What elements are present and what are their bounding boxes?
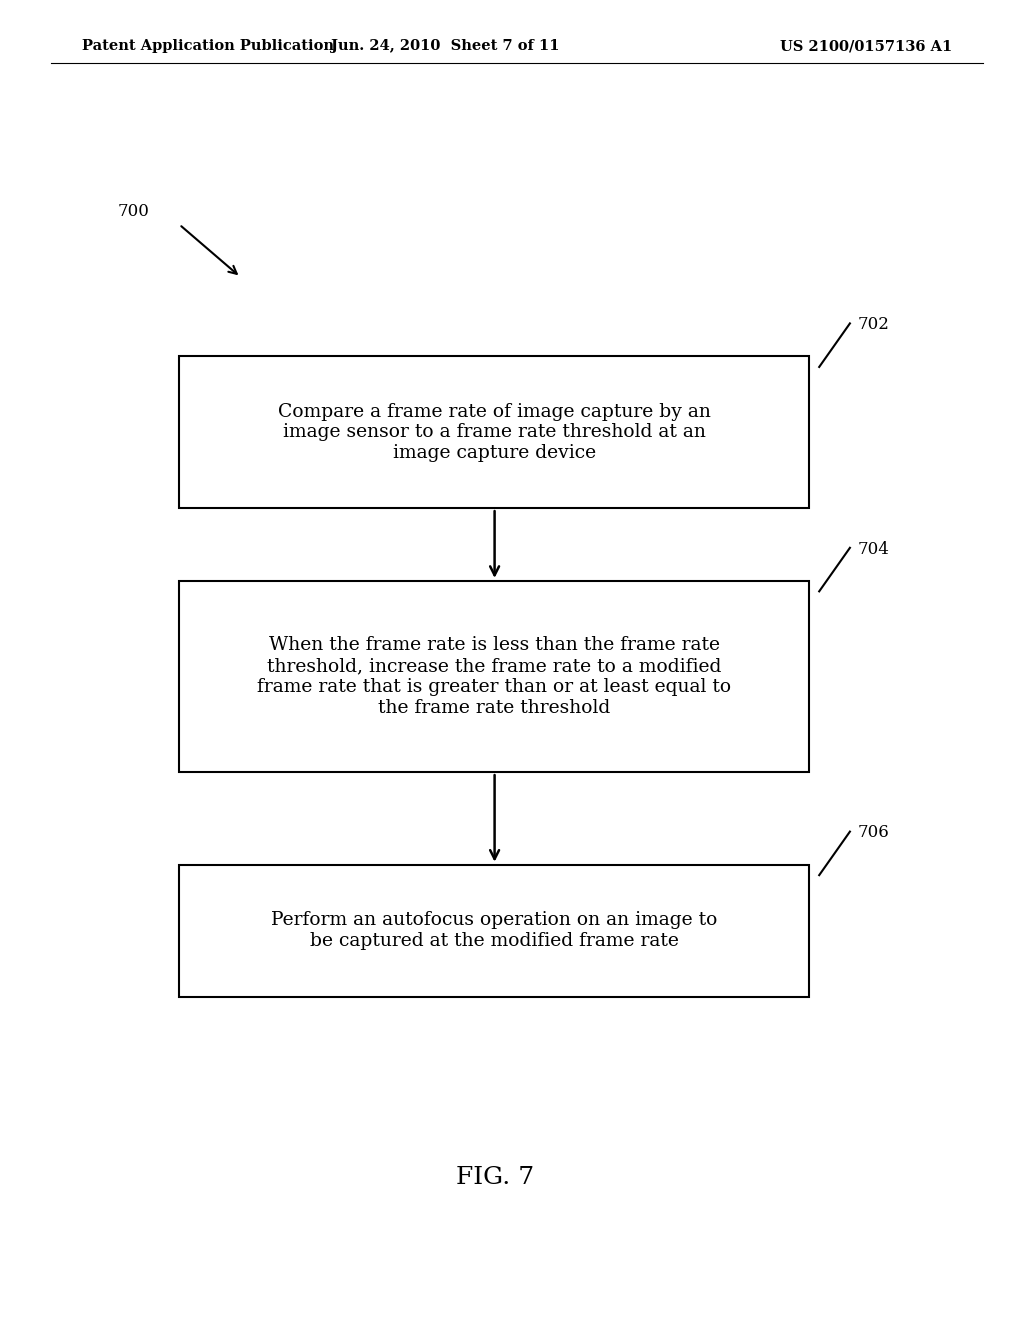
Text: 704: 704 [858,541,890,557]
Text: US 2100/0157136 A1: US 2100/0157136 A1 [780,40,952,53]
Text: 702: 702 [858,317,890,333]
Text: Jun. 24, 2010  Sheet 7 of 11: Jun. 24, 2010 Sheet 7 of 11 [331,40,560,53]
Text: FIG. 7: FIG. 7 [456,1166,534,1189]
Text: 700: 700 [118,203,150,219]
Text: Perform an autofocus operation on an image to
be captured at the modified frame : Perform an autofocus operation on an ima… [271,911,717,950]
Text: When the frame rate is less than the frame rate
threshold, increase the frame ra: When the frame rate is less than the fra… [257,636,731,717]
FancyBboxPatch shape [179,581,809,772]
Text: Compare a frame rate of image capture by an
image sensor to a frame rate thresho: Compare a frame rate of image capture by… [278,403,711,462]
Text: 706: 706 [858,825,890,841]
Text: Patent Application Publication: Patent Application Publication [82,40,334,53]
FancyBboxPatch shape [179,356,809,508]
FancyBboxPatch shape [179,865,809,997]
